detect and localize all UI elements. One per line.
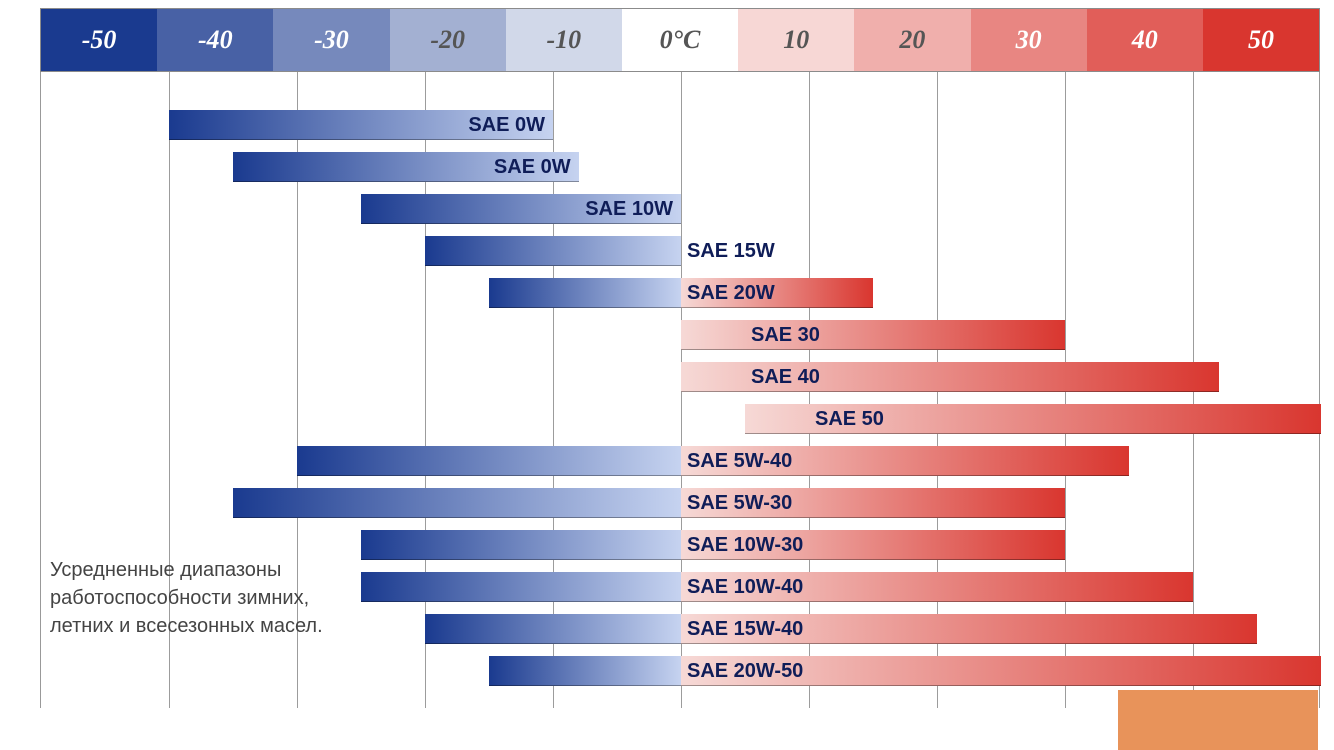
- axis-tick-label: 30: [971, 9, 1087, 71]
- oil-grade-label: SAE 30: [751, 324, 820, 347]
- oil-grade-label: SAE 5W-40: [687, 450, 792, 473]
- oil-grade-label: SAE 10W-40: [687, 576, 803, 599]
- oil-grade-label: SAE 20W: [687, 282, 775, 305]
- oil-range-bar-cold: [361, 530, 681, 560]
- temperature-axis-header: -50-40-30-20-100°C1020304050: [40, 8, 1320, 72]
- axis-tick-label: -30: [273, 9, 389, 71]
- oil-range-bar-hot: [681, 320, 1065, 350]
- oil-grade-label: SAE 15W-40: [687, 618, 803, 641]
- oil-range-bar-cold: [489, 278, 681, 308]
- oil-range-bar-cold: [489, 656, 681, 686]
- oil-grade-label: SAE 5W-30: [687, 492, 792, 515]
- axis-tick-label: -20: [390, 9, 506, 71]
- oil-grade-label: SAE 20W-50: [687, 660, 803, 683]
- axis-tick-label: 50: [1203, 9, 1319, 71]
- axis-tick-label: 0°C: [622, 9, 738, 71]
- axis-tick-label: -50: [41, 9, 157, 71]
- oil-range-bar-cold: [297, 446, 681, 476]
- oil-grade-label: SAE 0W: [468, 114, 545, 137]
- oil-range-bar-cold: [425, 236, 681, 266]
- axis-tick-label: 20: [854, 9, 970, 71]
- oil-grade-label: SAE 0W: [494, 156, 571, 179]
- axis-tick-label: -40: [157, 9, 273, 71]
- oil-range-bar-cold: [425, 614, 681, 644]
- oil-range-bar-cold: [233, 488, 681, 518]
- oil-grade-label: SAE 15W: [687, 240, 775, 263]
- axis-tick-label: -10: [506, 9, 622, 71]
- axis-tick-label: 10: [738, 9, 854, 71]
- axis-tick-label: 40: [1087, 9, 1203, 71]
- oil-grade-label: SAE 40: [751, 366, 820, 389]
- oil-grade-label: SAE 10W: [585, 198, 673, 221]
- oil-grade-label: SAE 50: [815, 408, 884, 431]
- oil-range-bar-cold: [361, 572, 681, 602]
- oil-grade-label: SAE 10W-30: [687, 534, 803, 557]
- chart-caption: Усредненные диапазоны работоспособности …: [50, 556, 335, 640]
- decorative-orange-box: [1118, 690, 1318, 750]
